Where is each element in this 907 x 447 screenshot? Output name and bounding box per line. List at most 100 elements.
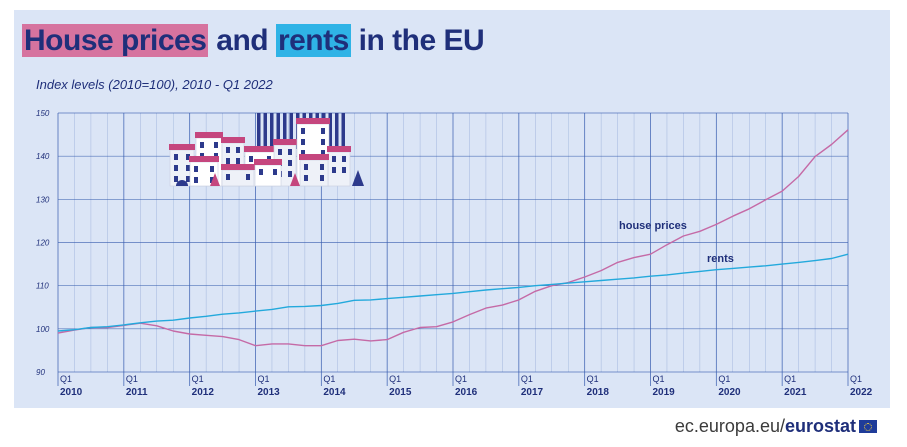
y-tick-label: 90	[36, 368, 45, 377]
eu-flag-icon	[859, 420, 877, 433]
house-window	[186, 154, 190, 160]
house-roof	[195, 132, 223, 138]
house-roof	[169, 144, 195, 150]
chart-subtitle: Index levels (2010=100), 2010 - Q1 2022	[36, 77, 273, 92]
x-tick-year-label: 2022	[850, 387, 873, 398]
tree-icon	[176, 180, 188, 186]
house-window	[321, 128, 325, 134]
house-roof	[221, 137, 245, 143]
house-window	[301, 139, 305, 145]
house-window	[321, 139, 325, 145]
house-roof	[296, 118, 330, 124]
title-highlight-house-prices: House prices	[22, 24, 209, 57]
footer-site: ec.europa.eu/	[674, 416, 785, 436]
house-window	[226, 158, 230, 164]
x-tick-quarter-label: Q1	[784, 374, 796, 384]
house-roof	[299, 154, 329, 160]
house-window	[200, 142, 204, 148]
title-connector: and	[208, 24, 276, 57]
barcode-stripe	[270, 113, 274, 149]
series-line-rents	[57, 253, 849, 332]
footer-brand: eurostat	[784, 416, 856, 436]
x-tick-quarter-label: Q1	[455, 374, 467, 384]
house-window	[288, 171, 292, 177]
house-window	[320, 164, 324, 170]
house-window	[174, 165, 178, 171]
x-tick-year-label: 2018	[587, 387, 610, 398]
series-label-house-prices: house prices	[619, 220, 687, 232]
house-window	[174, 154, 178, 160]
house-window	[288, 160, 292, 166]
house-window	[288, 149, 292, 155]
house-roof	[254, 159, 282, 165]
x-tick-quarter-label: Q1	[653, 374, 665, 384]
house-window	[304, 175, 308, 181]
house-roof	[273, 139, 297, 145]
series-label-rents: rents	[707, 253, 734, 265]
house-window	[236, 147, 240, 153]
y-tick-label: 140	[36, 152, 50, 161]
x-tick-year-label: 2019	[653, 387, 676, 398]
barcode-stripe	[328, 113, 332, 149]
house-window	[246, 174, 250, 180]
x-tick-quarter-label: Q1	[126, 374, 138, 384]
x-tick-quarter-label: Q1	[323, 374, 335, 384]
house-window	[210, 177, 214, 183]
axis-labels: 90 100 110 120 130 140 150 Q1 2010 Q1 2011 Q1 2012 Q1…	[36, 109, 873, 398]
x-tick-year-label: 2011	[126, 387, 148, 398]
barcode-stripe	[289, 113, 293, 149]
x-tick-quarter-label: Q1	[850, 374, 862, 384]
house-window	[301, 128, 305, 134]
house-window	[259, 169, 263, 175]
house-window	[186, 165, 190, 171]
house-window	[194, 177, 198, 183]
house-window	[320, 175, 324, 181]
tree-icon	[290, 173, 300, 186]
house-window	[332, 167, 336, 173]
x-tick-year-label: 2015	[389, 387, 412, 398]
house-window	[226, 174, 230, 180]
barcode-stripe	[341, 113, 345, 149]
x-tick-quarter-label: Q1	[587, 374, 599, 384]
house-window	[214, 142, 218, 148]
x-tick-quarter-label: Q1	[521, 374, 533, 384]
houses-illustration	[169, 113, 364, 187]
x-tick-year-label: 2017	[521, 387, 544, 398]
house-window	[226, 147, 230, 153]
barcode-stripe	[276, 113, 280, 149]
y-tick-label: 120	[36, 239, 50, 248]
house-roof	[244, 146, 276, 152]
barcode-stripe	[283, 113, 287, 149]
series-lines	[57, 129, 849, 347]
house-window	[186, 176, 190, 182]
y-tick-label: 150	[36, 109, 50, 118]
house-window	[210, 166, 214, 172]
house-roof	[327, 146, 351, 152]
x-tick-year-label: 2013	[258, 387, 281, 398]
house-wall	[299, 159, 329, 187]
house-roof	[189, 156, 219, 162]
house-roof	[221, 164, 255, 170]
x-tick-quarter-label: Q1	[258, 374, 270, 384]
x-tick-year-label: 2020	[718, 387, 741, 398]
title-suffix: in the EU	[350, 24, 485, 57]
house-window	[332, 156, 336, 162]
house-window	[321, 150, 325, 156]
x-tick-quarter-label: Q1	[718, 374, 730, 384]
chart-title: House prices and rents in the EU	[22, 24, 485, 58]
y-tick-label: 130	[36, 195, 50, 204]
house-wall	[254, 164, 282, 187]
series-line-house-prices	[57, 129, 849, 347]
house-window	[236, 158, 240, 164]
house-window	[174, 176, 178, 182]
x-tick-quarter-label: Q1	[389, 374, 401, 384]
chart-panel	[14, 10, 890, 408]
house-window	[194, 166, 198, 172]
x-tick-quarter-label: Q1	[60, 374, 72, 384]
tree-icon	[210, 173, 220, 186]
house-wall	[327, 151, 351, 187]
house-window	[249, 156, 253, 162]
title-highlight-rents: rents	[275, 24, 351, 57]
y-tick-label: 110	[36, 282, 49, 291]
